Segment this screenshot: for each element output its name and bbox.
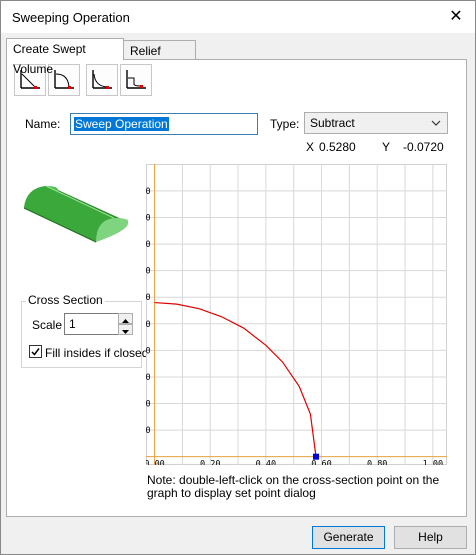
y-tick-label: 1.00 — [146, 187, 151, 197]
name-input[interactable]: Sweep Operation — [70, 113, 258, 135]
arrow-up-icon — [122, 319, 129, 323]
graph-tick-labels: 0.00 0.10 0.20 0.30 0.40 0.50 0.60 0.70 0.80 0.90… — [146, 187, 443, 465]
x-tick-label: 0.40 — [256, 460, 276, 465]
x-tick-label: 0.20 — [200, 460, 220, 465]
cross-section-title: Cross Section — [26, 293, 105, 307]
scale-input-value: 1 — [69, 317, 76, 331]
x-tick-label: 0.60 — [311, 460, 331, 465]
graph-axes — [146, 164, 447, 465]
graph-series — [154, 301, 319, 460]
graph-note: Note: double-left-click on the cross-sec… — [147, 473, 440, 500]
window-title: Sweeping Operation — [12, 10, 130, 25]
checkmark-icon — [31, 348, 40, 356]
y-coord-label: Y — [382, 140, 391, 154]
profile-round-icon — [54, 70, 74, 89]
cross-section-graph[interactable]: 0.00 0.10 0.20 0.30 0.40 0.50 0.60 0.70 0.80 0.90… — [146, 164, 447, 465]
profile-concave-icon — [92, 70, 112, 89]
title-bar: Sweeping Operation ✕ — [1, 1, 475, 33]
help-button[interactable]: Help — [394, 526, 467, 549]
generate-button[interactable]: Generate — [312, 526, 385, 549]
scale-decrement-button[interactable] — [118, 324, 133, 335]
profile-step-button[interactable] — [120, 64, 152, 96]
selected-point-handle — [312, 453, 319, 460]
profile-sharp-icon — [20, 70, 40, 89]
x-coord-value: 0.5280 — [319, 140, 356, 154]
name-input-value: Sweep Operation — [74, 117, 169, 131]
y-coord-value: -0.0720 — [403, 140, 444, 154]
profile-concave-button[interactable] — [86, 64, 118, 96]
tab-create-swept-volume[interactable]: Create Swept Volume — [6, 38, 124, 76]
cross-section-curve — [154, 301, 317, 457]
y-tick-label: 0.30 — [146, 373, 151, 383]
x-tick-label: 0.80 — [367, 460, 387, 465]
profile-step-icon — [126, 70, 146, 89]
y-tick-label: 0.80 — [146, 240, 151, 250]
tab-relief-curves[interactable]: Relief Curves — [124, 40, 196, 78]
x-tick-label: 0.00 — [146, 460, 165, 465]
swept-volume-preview — [23, 185, 129, 243]
arrow-down-icon — [122, 330, 129, 334]
profile-round-button[interactable] — [48, 64, 80, 96]
scale-input[interactable]: 1 — [64, 313, 119, 335]
fill-insides-label: Fill insides if closed — [45, 346, 149, 360]
y-tick-label: 0.40 — [146, 346, 151, 356]
close-icon[interactable]: ✕ — [449, 8, 463, 25]
scale-increment-button[interactable] — [118, 313, 133, 324]
y-tick-label: 0.70 — [146, 267, 151, 277]
y-tick-label: 0.10 — [146, 426, 151, 436]
profile-sharp-button[interactable] — [14, 64, 46, 96]
y-tick-label: 0.20 — [146, 400, 151, 410]
type-label: Type: — [270, 117, 300, 131]
x-tick-label: 1.00 — [423, 460, 443, 465]
fill-insides-checkbox[interactable] — [29, 345, 42, 358]
scale-label: Scale — [32, 318, 63, 332]
type-select-value: Subtract — [310, 116, 355, 130]
graph-frame — [146, 164, 447, 465]
y-tick-label: 0.50 — [146, 320, 151, 330]
type-select[interactable]: Subtract — [304, 112, 448, 134]
y-tick-label: 0.60 — [146, 293, 151, 303]
chevron-down-icon — [431, 120, 441, 126]
x-coord-label: X — [306, 140, 315, 154]
name-label: Name: — [25, 117, 61, 131]
graph-gridlines — [146, 164, 447, 465]
y-tick-label: 0.90 — [146, 213, 151, 223]
